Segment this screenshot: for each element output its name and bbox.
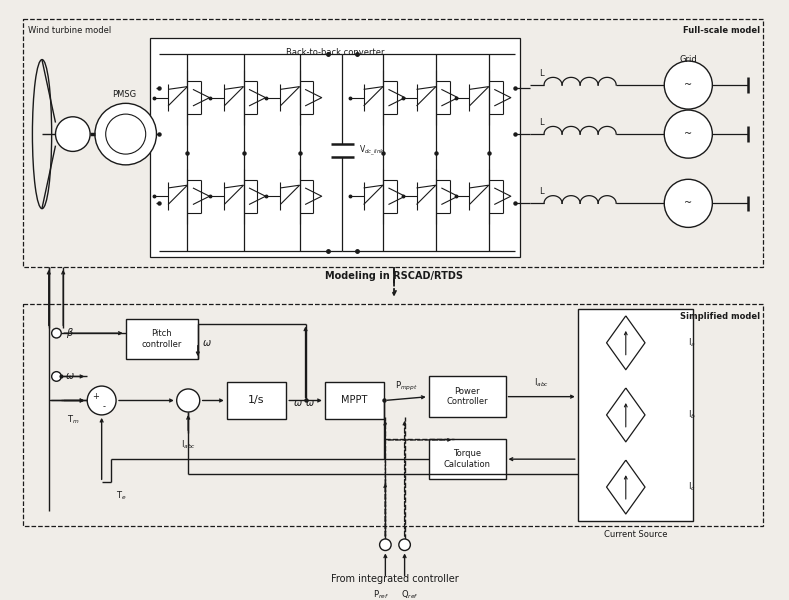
FancyBboxPatch shape xyxy=(23,19,763,267)
FancyBboxPatch shape xyxy=(125,319,198,359)
Text: I$_c$: I$_c$ xyxy=(688,481,696,493)
Text: Full-scale model: Full-scale model xyxy=(683,26,761,35)
FancyBboxPatch shape xyxy=(428,439,506,479)
Circle shape xyxy=(51,371,62,381)
Text: P$_{ref}$: P$_{ref}$ xyxy=(372,588,388,600)
Text: Modeling in RSCAD/RTDS: Modeling in RSCAD/RTDS xyxy=(325,271,463,281)
Text: T$_m$: T$_m$ xyxy=(67,414,80,427)
FancyBboxPatch shape xyxy=(150,38,520,257)
FancyBboxPatch shape xyxy=(578,309,693,521)
Text: PMSG: PMSG xyxy=(112,89,136,98)
Text: +: + xyxy=(92,392,99,401)
Text: ω: ω xyxy=(306,398,314,408)
Text: Grid: Grid xyxy=(679,55,697,64)
Circle shape xyxy=(398,539,410,551)
Text: Pitch
controller: Pitch controller xyxy=(141,329,182,349)
Circle shape xyxy=(55,117,90,151)
Text: From integrated controller: From integrated controller xyxy=(331,574,459,584)
Text: P$_{mppt}$: P$_{mppt}$ xyxy=(395,380,418,393)
Text: MPPT: MPPT xyxy=(342,395,368,406)
Text: V$_{dc\_link}$: V$_{dc\_link}$ xyxy=(360,143,385,158)
Text: ~: ~ xyxy=(684,80,693,90)
Text: β: β xyxy=(66,328,73,338)
FancyBboxPatch shape xyxy=(23,304,763,526)
Text: ω: ω xyxy=(203,338,211,348)
Text: I$_{abc}$: I$_{abc}$ xyxy=(181,439,196,451)
Text: Current Source: Current Source xyxy=(604,530,667,539)
Circle shape xyxy=(95,103,156,165)
Text: Torque
Calculation: Torque Calculation xyxy=(443,449,491,469)
Text: ~: ~ xyxy=(684,199,693,208)
Text: 1/s: 1/s xyxy=(249,395,265,406)
Circle shape xyxy=(664,179,712,227)
Text: I$_b$: I$_b$ xyxy=(688,409,697,421)
Text: L: L xyxy=(539,69,544,78)
Circle shape xyxy=(106,114,146,154)
Text: Wind turbine model: Wind turbine model xyxy=(28,26,111,35)
Text: ~: ~ xyxy=(684,129,693,139)
Text: ω: ω xyxy=(66,371,74,382)
Circle shape xyxy=(51,328,62,338)
Text: -: - xyxy=(103,402,106,411)
Text: ω: ω xyxy=(294,398,302,409)
Text: I$_a$: I$_a$ xyxy=(688,337,696,349)
Text: Q$_{ref}$: Q$_{ref}$ xyxy=(401,588,418,600)
Circle shape xyxy=(88,386,116,415)
FancyBboxPatch shape xyxy=(325,382,384,419)
Text: Back-to-back converter: Back-to-back converter xyxy=(286,47,384,56)
FancyBboxPatch shape xyxy=(428,376,506,417)
Text: I$_{abc}$: I$_{abc}$ xyxy=(534,376,549,389)
Circle shape xyxy=(664,110,712,158)
Circle shape xyxy=(177,389,200,412)
Text: L: L xyxy=(539,187,544,196)
Circle shape xyxy=(664,61,712,109)
Circle shape xyxy=(380,539,391,551)
Text: Power
Controller: Power Controller xyxy=(447,387,488,406)
Text: Simplified model: Simplified model xyxy=(680,312,761,321)
Text: T$_e$: T$_e$ xyxy=(116,490,127,502)
FancyBboxPatch shape xyxy=(226,382,286,419)
Text: L: L xyxy=(539,118,544,127)
